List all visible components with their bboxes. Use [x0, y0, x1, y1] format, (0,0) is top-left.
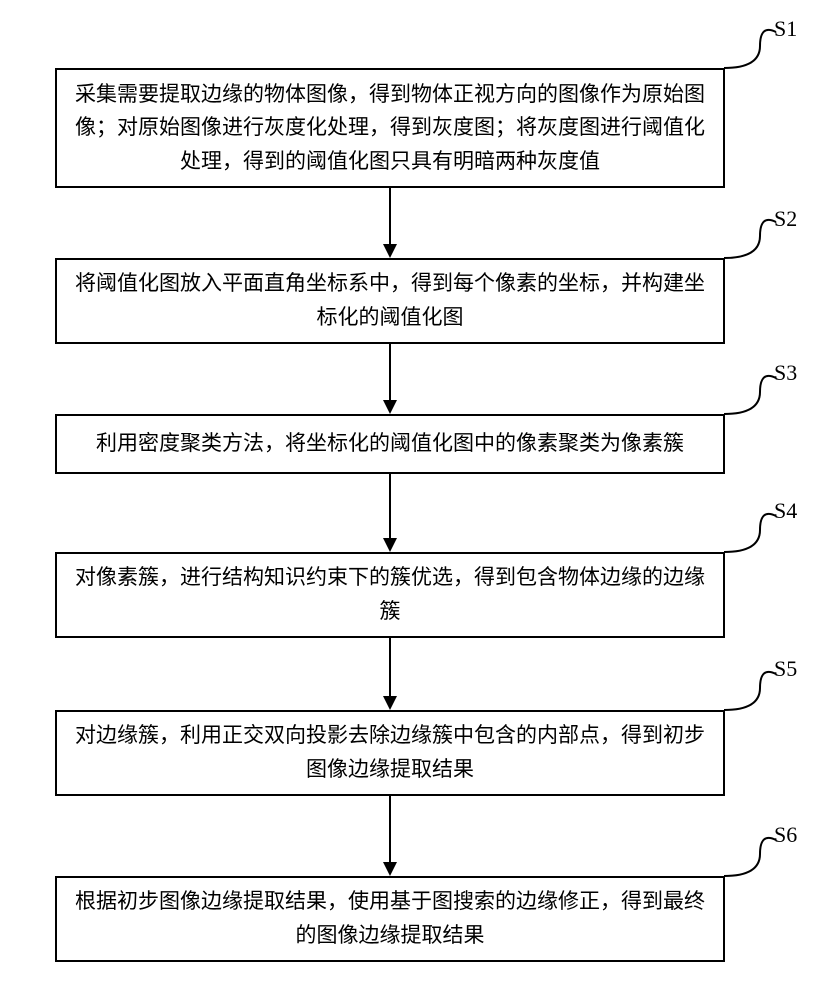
flowchart-canvas: 采集需要提取边缘的物体图像，得到物体正视方向的图像作为原始图像；对原始图像进行灰… — [0, 0, 839, 1000]
arrow-5 — [0, 0, 839, 1000]
